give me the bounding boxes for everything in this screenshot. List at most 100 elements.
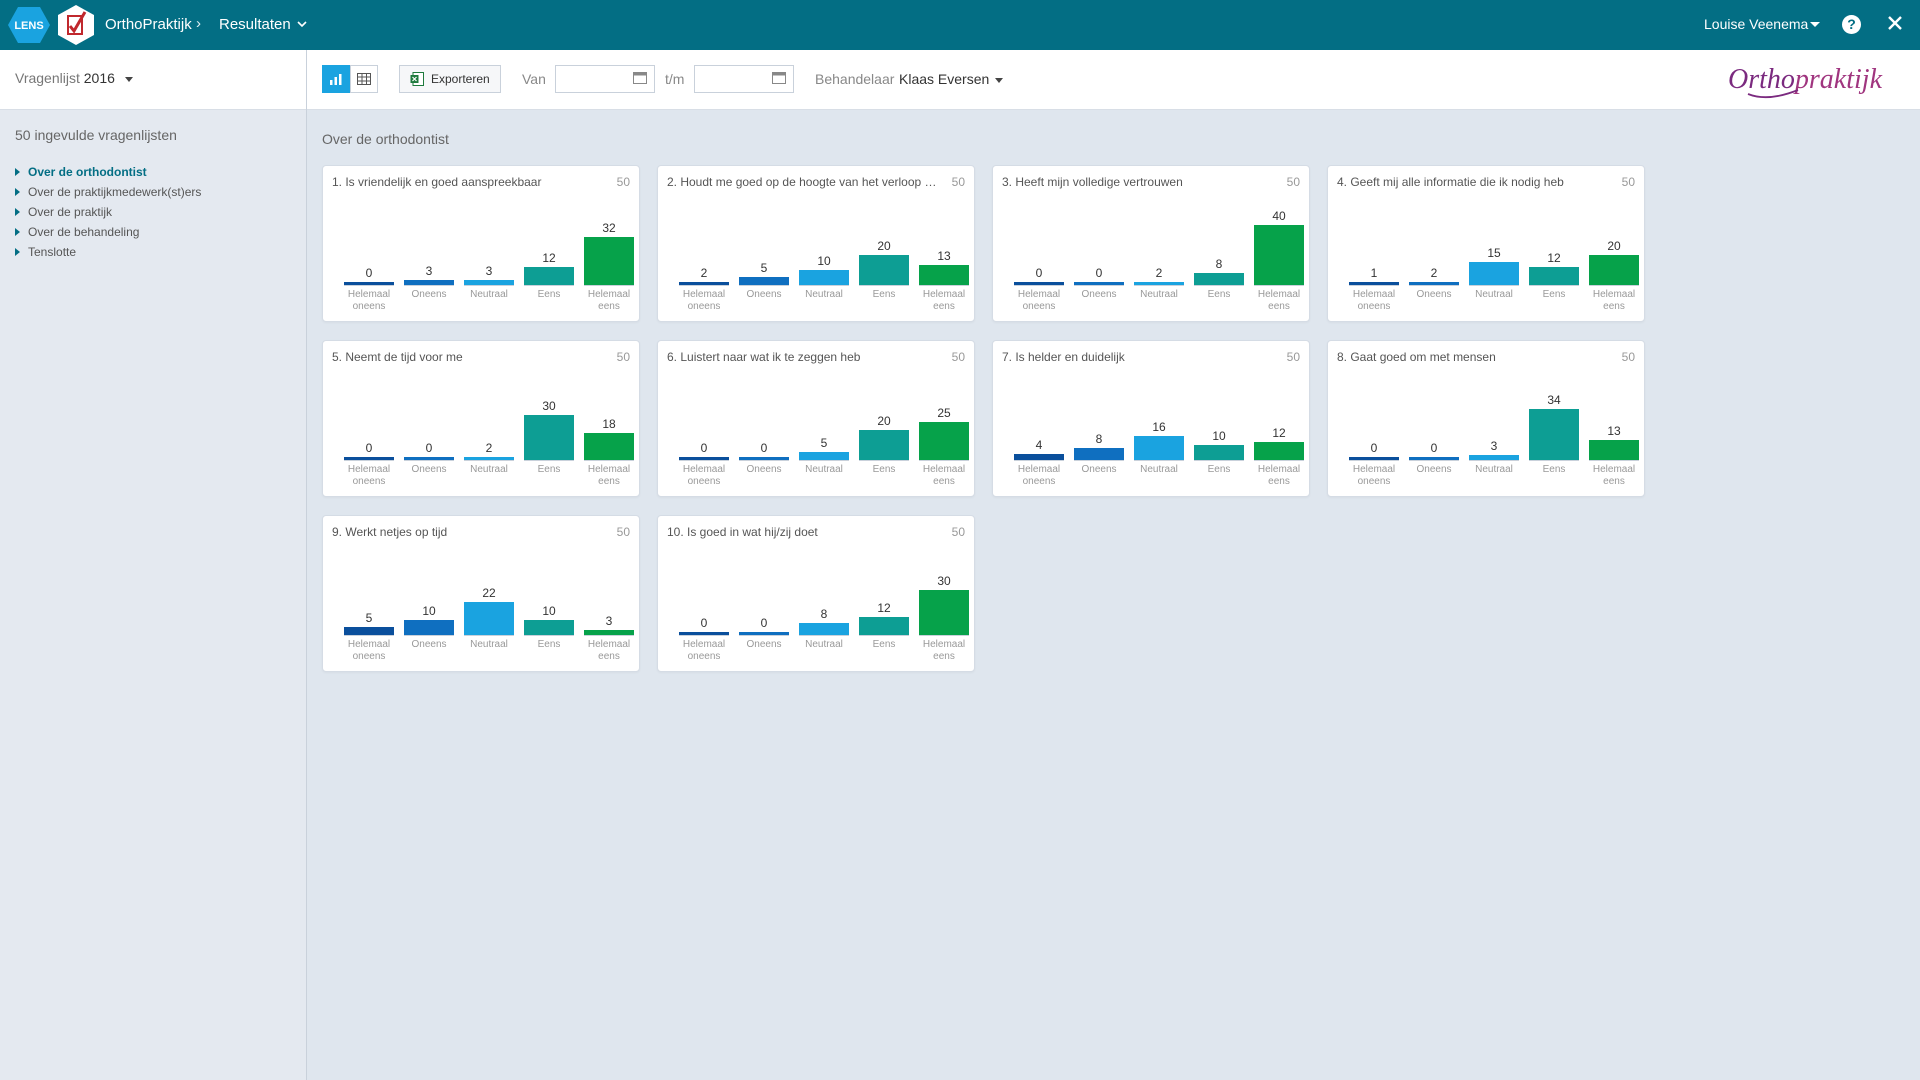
- table-view-button[interactable]: [350, 65, 378, 93]
- chart-bar[interactable]: [1014, 282, 1064, 285]
- chart-bar[interactable]: [344, 457, 394, 460]
- chart-bar[interactable]: [919, 265, 969, 285]
- chart-bar[interactable]: [859, 617, 909, 635]
- chart-bar[interactable]: [1134, 282, 1184, 285]
- calendar-icon[interactable]: [633, 71, 647, 84]
- question-card[interactable]: 9. Werkt netjes op tijd 50 5 Helemaal oneen…: [322, 515, 640, 672]
- behandelaar-select[interactable]: Klaas Eversen: [899, 71, 1004, 87]
- chart-bar[interactable]: [679, 282, 729, 285]
- chart-bar[interactable]: [464, 280, 514, 285]
- calendar-icon[interactable]: [772, 71, 786, 84]
- question-card[interactable]: 8. Gaat goed om met mensen 50 0 Helemaal on…: [1327, 340, 1645, 497]
- app-name[interactable]: OrthoPraktijk: [105, 16, 192, 33]
- chart-bar[interactable]: [404, 620, 454, 635]
- card-total: 50: [1286, 175, 1300, 189]
- bar-category-label: Oneens: [746, 464, 782, 475]
- chart-bar[interactable]: [404, 280, 454, 285]
- close-icon[interactable]: [1886, 14, 1904, 32]
- sidebar-item-tenslotte[interactable]: Tenslotte: [15, 242, 201, 262]
- chart-bar[interactable]: [919, 422, 969, 460]
- chart-bar[interactable]: [799, 623, 849, 635]
- chart-bar[interactable]: [739, 457, 789, 460]
- question-card[interactable]: 4. Geeft mij alle informatie die ik nodi…: [1327, 165, 1645, 322]
- bar-value-label: 0: [760, 441, 768, 455]
- chart-bar[interactable]: [1349, 457, 1399, 460]
- card-title: 1. Is vriendelijk en goed aanspreekbaar: [332, 175, 542, 189]
- questionnaire-label: Vragenlijst: [15, 70, 80, 86]
- chevron-down-icon[interactable]: [297, 20, 307, 28]
- from-date-input[interactable]: [555, 65, 655, 93]
- chart-bar[interactable]: [1194, 273, 1244, 285]
- chart-bar[interactable]: [1529, 409, 1579, 460]
- chart-bar[interactable]: [1194, 445, 1244, 460]
- chart-bar[interactable]: [739, 277, 789, 285]
- to-date-input[interactable]: [694, 65, 794, 93]
- chart-bar[interactable]: [404, 457, 454, 460]
- question-card[interactable]: 3. Heeft mijn volledige vertrouwen 50 0 Hel…: [992, 165, 1310, 322]
- chart-bar[interactable]: [524, 620, 574, 635]
- chart-bar[interactable]: [524, 415, 574, 460]
- question-card[interactable]: 1. Is vriendelijk en goed aanspreekbaar 5…: [322, 165, 640, 322]
- chart-bar[interactable]: [679, 457, 729, 460]
- user-caret-icon[interactable]: [1810, 22, 1820, 27]
- bar-value-label: 8: [1095, 432, 1103, 446]
- chart-bar[interactable]: [584, 433, 634, 460]
- chart-bar[interactable]: [1529, 267, 1579, 285]
- chart-bar[interactable]: [739, 632, 789, 635]
- chart-bar[interactable]: [344, 627, 394, 635]
- bar-value-label: 5: [760, 261, 768, 275]
- help-icon[interactable]: ?: [1842, 15, 1861, 34]
- chart-bar[interactable]: [1469, 455, 1519, 460]
- bar-baseline: [1349, 460, 1399, 461]
- sidebar-item-behandeling[interactable]: Over de behandeling: [15, 222, 201, 242]
- chart-bar[interactable]: [1469, 262, 1519, 285]
- chart-bar[interactable]: [584, 630, 634, 635]
- chart-bar[interactable]: [1349, 282, 1399, 285]
- bar-category-label: Helemaal oneens: [1017, 464, 1061, 487]
- chart-bar[interactable]: [464, 457, 514, 460]
- chart-bar[interactable]: [1134, 436, 1184, 460]
- chart-bar[interactable]: [524, 267, 574, 285]
- question-card[interactable]: 2. Houdt me goed op de hoogte van het ve…: [657, 165, 975, 322]
- question-card[interactable]: 10. Is goed in wat hij/zij doet 50 0 Helema…: [657, 515, 975, 672]
- chart-bar[interactable]: [1409, 457, 1459, 460]
- chart-bar[interactable]: [799, 270, 849, 285]
- chart-bar[interactable]: [919, 590, 969, 635]
- chart-bar[interactable]: [1254, 225, 1304, 285]
- sidebar-nav: Over de orthodontist Over de praktijkmed…: [15, 162, 201, 262]
- bar-category-label: Helemaal eens: [587, 289, 631, 312]
- question-card[interactable]: 7. Is helder en duidelijk 50 4 Helemaal one…: [992, 340, 1310, 497]
- chart-bar[interactable]: [679, 632, 729, 635]
- chart-bar[interactable]: [1589, 440, 1639, 460]
- questionnaire-select[interactable]: Vragenlijst 2016: [15, 70, 133, 86]
- chart-bar[interactable]: [1589, 255, 1639, 285]
- chart-bar[interactable]: [1074, 282, 1124, 285]
- chart-bar[interactable]: [1074, 448, 1124, 460]
- user-menu[interactable]: Louise Veenema: [1704, 16, 1809, 32]
- sidebar-item-praktijk[interactable]: Over de praktijk: [15, 202, 201, 222]
- app-logo[interactable]: [56, 4, 96, 46]
- export-button[interactable]: Exporteren: [399, 65, 501, 93]
- chart-bar[interactable]: [1014, 454, 1064, 460]
- bar-baseline: [1014, 460, 1064, 461]
- bar-value-label: 2: [1155, 266, 1163, 280]
- bar-baseline: [1529, 285, 1579, 286]
- chart-bar[interactable]: [859, 430, 909, 460]
- chart-bar[interactable]: [344, 282, 394, 285]
- behandelaar-value: Klaas Eversen: [899, 71, 990, 87]
- question-card[interactable]: 5. Neemt de tijd voor me 50 0 Helemaal onee…: [322, 340, 640, 497]
- chart-bar[interactable]: [1409, 282, 1459, 285]
- sidebar-item-orthodontist[interactable]: Over de orthodontist: [15, 162, 201, 182]
- chart-bar[interactable]: [464, 602, 514, 635]
- chart-bar[interactable]: [799, 452, 849, 460]
- chart-bar[interactable]: [859, 255, 909, 285]
- chart-bar[interactable]: [584, 237, 634, 285]
- lens-logo[interactable]: LENS: [8, 6, 50, 44]
- breadcrumb-page[interactable]: Resultaten: [219, 16, 291, 33]
- bar-baseline: [344, 635, 394, 636]
- sidebar-item-praktijkmedewerkers[interactable]: Over de praktijkmedewerk(st)ers: [15, 182, 201, 202]
- chart-view-button[interactable]: [322, 65, 350, 93]
- chart-bar[interactable]: [1254, 442, 1304, 460]
- bar-value-label: 32: [602, 221, 616, 235]
- question-card[interactable]: 6. Luistert naar wat ik te zeggen heb 50 0…: [657, 340, 975, 497]
